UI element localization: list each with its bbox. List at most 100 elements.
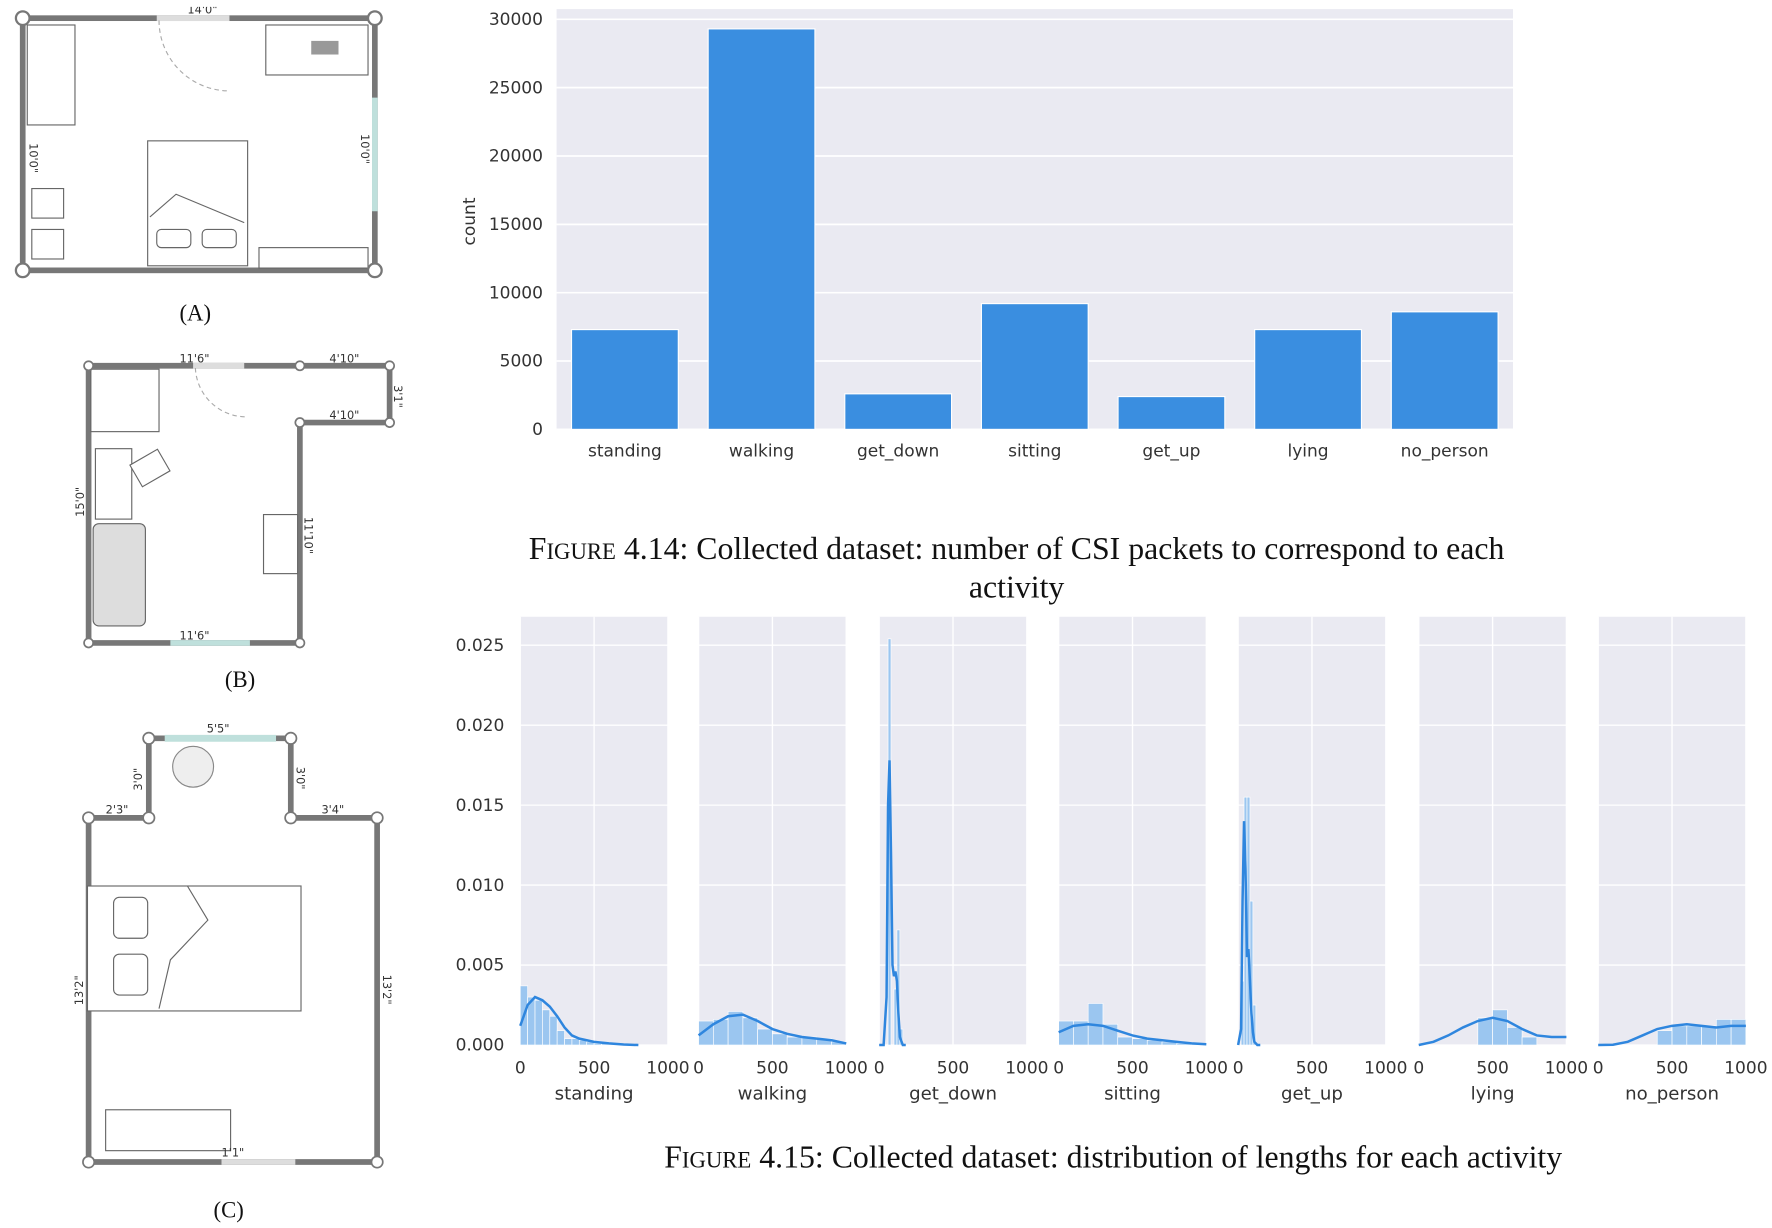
facet-label: standing: [555, 1084, 634, 1105]
facet-lying: 0 500 1000 lying: [1413, 616, 1588, 1105]
dim-label: 13'2": [72, 975, 86, 1005]
dim-label: 11'6": [179, 629, 209, 643]
histogram-bar: [542, 1009, 551, 1046]
facet-label: no_person: [1625, 1084, 1719, 1105]
x-tick-label: 1000: [646, 1058, 689, 1078]
kde-curve: [1598, 1022, 1746, 1047]
histogram-bar: [1132, 1038, 1148, 1046]
facet-chart: 0.000 0.005 0.010 0.015 0.020 0.025 0 500 1000 st…: [456, 616, 1768, 1105]
histogram-bar: [1058, 1020, 1074, 1046]
dim-label: 5'5": [207, 722, 230, 736]
y-tick-label: 15000: [489, 215, 543, 235]
dim-label: 3'0": [131, 768, 145, 791]
y-tick-label: 0.025: [456, 636, 505, 656]
x-tick-label: 500: [1296, 1058, 1328, 1078]
floorplan-c: 5'5" 3'0" 3'0" 2'3" 3'4" 13'2" 13'2" 1'1…: [72, 722, 394, 1169]
facet-standing: 0 500 1000 standing: [515, 616, 690, 1105]
y-tick-label: 0.000: [456, 1036, 505, 1056]
dim-label: 1'1": [222, 1145, 245, 1159]
kde-curve: [697, 1013, 847, 1045]
caption-text: Collected dataset: distribution of lengt…: [831, 1140, 1563, 1176]
x-tick-label: 0: [1413, 1058, 1424, 1078]
histogram-bar: [1506, 1027, 1523, 1046]
histogram-bar: [564, 1038, 573, 1046]
facet-label: get_down: [909, 1084, 997, 1105]
histogram-bar: [1117, 1036, 1133, 1046]
floorplan-c-label: (C): [213, 1198, 244, 1224]
dim-label: 4'10": [329, 408, 359, 422]
x-tick-label: 500: [1476, 1058, 1508, 1078]
x-tick-label: sitting: [1008, 442, 1061, 462]
histogram-bar: [1716, 1019, 1732, 1046]
dim-label: 3'1": [391, 385, 405, 408]
bar-standing: [570, 329, 679, 430]
x-tick-label: 0: [874, 1058, 885, 1078]
x-tick-label: 500: [756, 1058, 788, 1078]
x-tick-label: 0: [1233, 1058, 1244, 1078]
x-tick-label: 500: [937, 1058, 969, 1078]
dim-label: 3'4": [321, 802, 344, 816]
kde-curve: [879, 760, 906, 1047]
histogram-bar: [757, 1028, 773, 1046]
x-tick-label: walking: [729, 442, 794, 462]
y-tick-label: 0.015: [456, 796, 505, 816]
y-tick-label: 0.010: [456, 876, 505, 896]
kde-curve: [519, 995, 639, 1047]
histogram-bar: [1521, 1036, 1538, 1046]
x-tick-label: 500: [1656, 1058, 1688, 1078]
dim-label: 10'0": [358, 134, 372, 164]
bar-get_down: [844, 393, 953, 430]
histogram-bar: [1656, 1030, 1673, 1046]
x-tick-label: 1000: [1545, 1058, 1588, 1078]
x-tick-label: get_down: [857, 442, 939, 462]
kde-curve: [1236, 821, 1261, 1047]
dim-label: 4'10": [329, 351, 359, 365]
dim-label: 10'0": [27, 143, 41, 173]
bar-lying: [1254, 329, 1363, 430]
y-tick-label: 0: [532, 420, 543, 440]
kde-curve: [1418, 1016, 1567, 1047]
histogram-bar: [1477, 1017, 1493, 1046]
x-tick-label: 0: [1053, 1058, 1064, 1078]
floorplan-a-label: (A): [179, 301, 212, 327]
x-tick-label: lying: [1288, 442, 1329, 462]
x-tick-label: 0: [693, 1058, 704, 1078]
kde-curve: [1058, 1022, 1207, 1046]
y-tick-label: 30000: [489, 10, 543, 30]
histogram-bar: [1701, 1025, 1717, 1046]
y-tick-label: 20000: [489, 147, 543, 167]
histogram-bar: [571, 1038, 580, 1046]
dim-label: 15'0": [73, 487, 87, 517]
facet-walking: 0 500 1000 walking: [693, 616, 868, 1105]
bar-sitting: [980, 303, 1089, 430]
histogram-bar: [556, 1030, 565, 1046]
dim-label: 3'0": [293, 767, 307, 790]
dim-label: 13'2": [380, 975, 394, 1005]
x-tick-label: 500: [578, 1058, 610, 1078]
x-tick-label: 1000: [1724, 1058, 1767, 1078]
caption-text: Collected dataset: number of CSI packets…: [696, 531, 1505, 606]
caption-prefix: Figure 4.14:: [528, 531, 689, 567]
x-tick-label: 0: [1593, 1058, 1604, 1078]
x-tick-label: standing: [588, 442, 662, 462]
x-tick-label: 500: [1116, 1058, 1148, 1078]
histogram-bar: [772, 1033, 788, 1046]
histogram-bar: [1686, 1025, 1702, 1046]
bar-no_person: [1390, 311, 1499, 430]
y-tick-label: 0.020: [456, 716, 505, 736]
y-tick-label: 5000: [500, 352, 543, 372]
y-tick-label: 0.005: [456, 956, 505, 976]
histogram-bar: [549, 1015, 558, 1046]
facet-label: lying: [1471, 1084, 1515, 1105]
histogram-bar: [742, 1017, 758, 1046]
x-tick-label: 0: [515, 1058, 526, 1078]
histogram-bar: [1492, 1009, 1508, 1046]
histogram-bar: [534, 999, 543, 1046]
dim-label: 11'10": [301, 517, 315, 554]
facet-label: sitting: [1104, 1084, 1161, 1105]
bar-get_up: [1117, 395, 1226, 430]
figure-4-15-caption: Figure 4.15: Collected dataset: distribu…: [591, 1139, 1636, 1178]
dim-label: 11'6": [179, 351, 209, 365]
